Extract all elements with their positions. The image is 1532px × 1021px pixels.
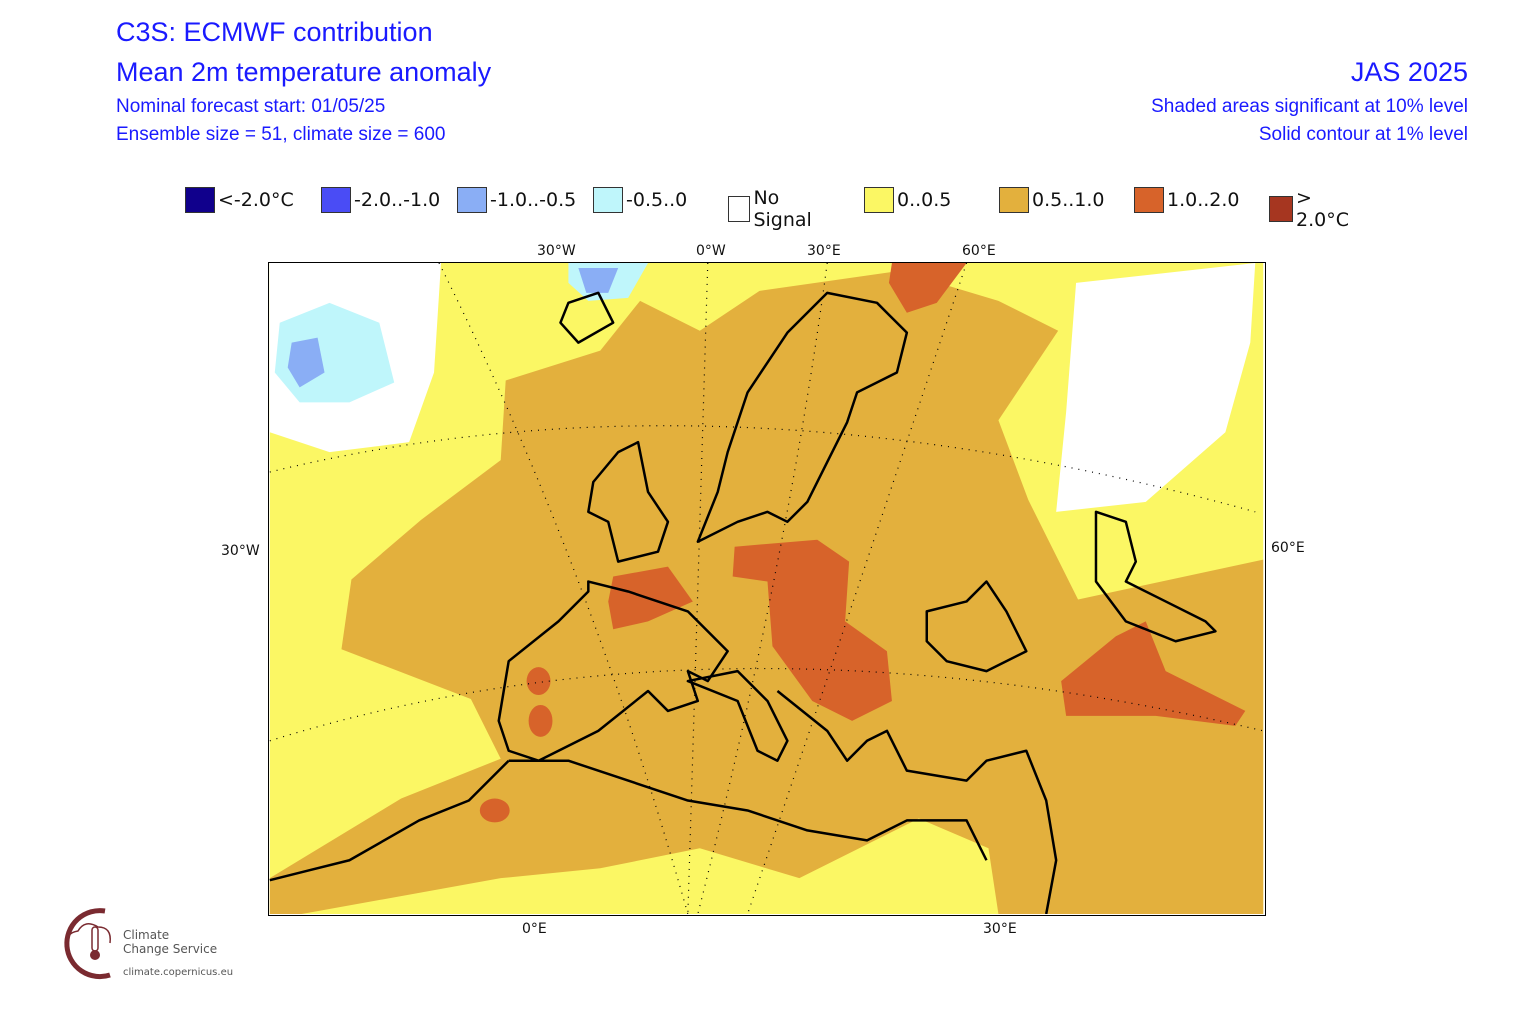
legend-swatch [321,187,351,213]
region-1-2 [479,798,510,823]
axis-label-bottom: 0°E [522,921,547,937]
legend-label: <-2.0°C [218,189,294,211]
contour-note: Solid contour at 1% level [1258,124,1468,145]
graticule [269,263,1264,914]
region-neg-1-0.5 [287,337,325,388]
legend-item: No Signal [728,187,819,231]
legend-item: > 2.0°C [1269,187,1355,231]
legend-swatch [185,187,215,213]
legend-label: No Signal [753,187,812,231]
legend-item: 0..0.5 [864,187,951,213]
logo-text: Climate [123,928,170,942]
logo-text: Change Service [123,942,218,956]
legend-swatch [1134,187,1164,213]
subtitle: Mean 2m temperature anomaly [116,57,492,87]
legend-label: -2.0..-1.0 [354,189,441,211]
legend-label: 0..0.5 [897,189,952,211]
legend-swatch [999,187,1029,213]
axis-label-right: 60°E [1271,540,1305,556]
legend-swatch [457,187,487,213]
axis-label-top: 0°W [696,243,726,259]
legend-swatch [1269,196,1294,222]
legend-label: 0.5..1.0 [1032,189,1105,211]
axis-label-top: 60°E [962,243,996,259]
region-1-2 [888,263,967,313]
legend-label: 1.0..2.0 [1167,189,1240,211]
legend-swatch [593,187,623,213]
legend-item: 0.5..1.0 [999,187,1105,213]
legend-label: > 2.0°C [1296,187,1350,231]
legend-item: 1.0..2.0 [1134,187,1240,213]
logo-url: climate.copernicus.eu [123,967,234,978]
legend-swatch [728,196,751,222]
region-no-signal [1056,263,1256,512]
map [268,262,1266,916]
axis-label-top: 30°E [807,243,841,259]
legend-swatch [864,187,894,213]
region-1-2 [732,539,892,721]
region-neg-1-0.5 [578,267,619,293]
legend-label: -1.0..-0.5 [490,189,577,211]
title: C3S: ECMWF contribution [116,17,433,47]
significance-note: Shaded areas significant at 10% level [1151,96,1468,117]
legend-item: <-2.0°C [185,187,294,213]
region-1-2 [1061,621,1246,726]
region-1-2 [526,667,551,696]
legend-item: -2.0..-1.0 [321,187,440,213]
axis-label-bottom: 30°E [983,921,1017,937]
region-1-2 [528,704,553,737]
coastline [269,291,1217,914]
legend-label: -0.5..0 [626,189,688,211]
period: JAS 2025 [1350,57,1468,87]
ensemble-size: Ensemble size = 51, climate size = 600 [116,124,446,145]
copernicus-logo: Climate Change Service climate.copernicu… [50,905,250,985]
axis-label-left: 30°W [221,543,260,559]
legend-item: -1.0..-0.5 [457,187,576,213]
axis-label-top: 30°W [537,243,576,259]
forecast-start: Nominal forecast start: 01/05/25 [116,96,386,117]
climate-logo-icon [64,908,111,980]
legend-item: -0.5..0 [593,187,687,213]
